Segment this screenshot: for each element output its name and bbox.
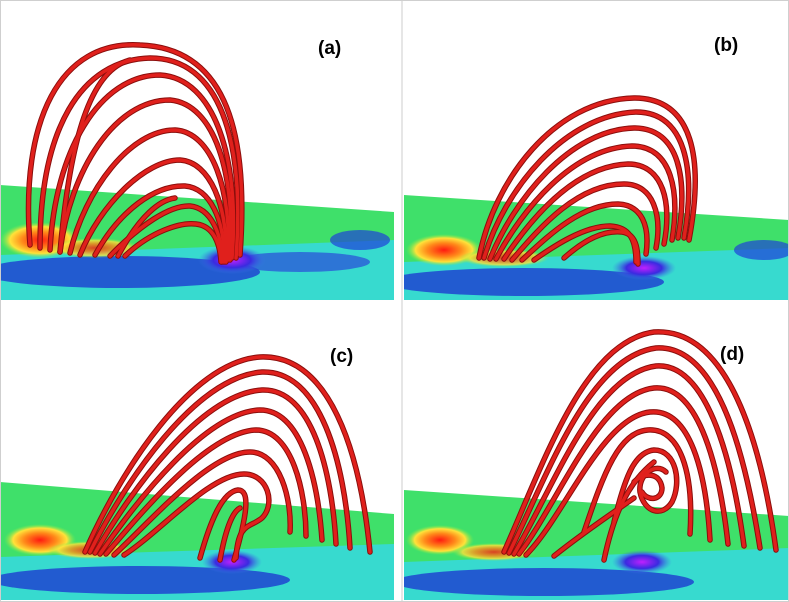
panel-label-c: (c) — [330, 346, 354, 367]
positive-polarity-spot — [406, 525, 474, 555]
field-lines — [25, 42, 245, 265]
panel-b-render — [404, 95, 789, 300]
panel-b: (b) — [404, 0, 789, 300]
field-lines — [501, 329, 779, 563]
vertical-divider — [401, 0, 403, 602]
panel-label-a: (a) — [318, 38, 342, 59]
panel-label-d: (d) — [720, 344, 745, 365]
negative-polarity-spot — [612, 256, 676, 280]
field-lines — [82, 354, 373, 563]
panel-c: (c) — [0, 322, 394, 600]
panel-c-render — [0, 354, 394, 600]
panel-d: (d) — [404, 322, 789, 600]
negative-polarity-spot — [202, 550, 262, 574]
panel-d-render — [404, 329, 789, 600]
panel-a: (a) — [0, 0, 394, 300]
negative-polarity-spot — [612, 550, 672, 574]
panel-label-b: (b) — [714, 35, 739, 56]
field-lines — [476, 95, 698, 267]
panel-a-render — [0, 42, 394, 300]
